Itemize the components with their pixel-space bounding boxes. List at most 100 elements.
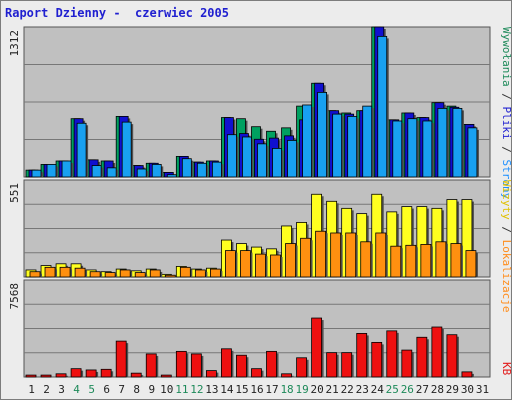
- x-tick-label: 8: [133, 383, 140, 396]
- bar-kb-day-21: [326, 352, 338, 378]
- bar-lokalizacje-day-28: [435, 241, 447, 278]
- bar-lokalizacje-day-4: [74, 267, 86, 278]
- y-max-label: 551: [8, 183, 21, 203]
- bar-kb-day-18: [281, 373, 292, 378]
- bar-lokalizacje-day-29: [450, 243, 462, 278]
- x-tick-label: 28: [431, 383, 444, 396]
- x-tick-label: 13: [205, 383, 218, 396]
- bar-strony-day-11: [181, 158, 192, 178]
- x-tick-label: 30: [461, 383, 474, 396]
- right-legend-2: Wizyty / Lokalizacje: [500, 180, 512, 312]
- legend-segment: Wywołania: [500, 27, 512, 87]
- x-tick-label: 5: [88, 383, 95, 396]
- bar-strony-day-25: [392, 120, 403, 178]
- bar-lokalizacje-day-7: [119, 269, 131, 278]
- bar-lokalizacje-day-24: [375, 232, 387, 278]
- bar-kb-day-15: [236, 354, 247, 378]
- bar-strony-day-15: [242, 136, 252, 178]
- bar-lokalizacje-day-16: [255, 253, 266, 278]
- bar-lokalizacje-day-3: [59, 266, 71, 278]
- bar-kb-day-5: [85, 369, 97, 378]
- bar-strony-day-13: [211, 161, 222, 178]
- bar-strony-day-5: [91, 165, 102, 178]
- bar-kb-day-2: [40, 374, 52, 378]
- bar-kb-day-12: [190, 353, 202, 378]
- bar-kb-day-16: [251, 368, 262, 378]
- bar-kb-day-20: [311, 317, 323, 378]
- bar-strony-day-7: [121, 121, 132, 178]
- bar-kb-day-9: [145, 353, 157, 378]
- bar-lokalizacje-day-17: [270, 254, 281, 278]
- x-tick-label: 14: [220, 383, 234, 396]
- bar-lokalizacje-day-2: [44, 266, 56, 278]
- bar-strony-day-21: [332, 113, 343, 178]
- x-tick-label: 11: [175, 383, 188, 396]
- x-tick-label: 22: [341, 383, 354, 396]
- bar-kb-day-25: [386, 330, 398, 378]
- bar-kb-day-28: [431, 326, 443, 378]
- bar-lokalizacje-day-14: [225, 250, 236, 278]
- bar-kb-day-17: [266, 350, 277, 378]
- bar-lokalizacje-day-15: [240, 250, 251, 278]
- bar-strony-day-2: [46, 164, 57, 178]
- bar-lokalizacje-day-23: [360, 241, 372, 278]
- bar-lokalizacje-day-9: [149, 269, 161, 278]
- bar-strony-day-26: [407, 118, 418, 178]
- x-tick-label: 16: [250, 383, 263, 396]
- bar-strony-day-23: [362, 105, 373, 178]
- bar-strony-day-1: [31, 169, 42, 178]
- x-tick-label: 27: [416, 383, 429, 396]
- bar-strony-day-12: [196, 162, 207, 178]
- legend-segment: Pliki: [500, 106, 512, 139]
- bar-lokalizacje-day-30: [465, 250, 477, 278]
- bar-strony-day-10: [166, 174, 177, 178]
- bar-strony-day-27: [422, 120, 433, 178]
- bar-lokalizacje-day-25: [390, 245, 402, 278]
- bar-strony-day-4: [76, 122, 87, 178]
- x-tick-label: 2: [43, 383, 50, 396]
- bar-lokalizacje-day-5: [89, 271, 101, 278]
- legend-segment: Strony: [500, 159, 512, 199]
- bar-lokalizacje-day-10: [164, 274, 176, 278]
- bar-kb-day-29: [446, 334, 458, 378]
- x-tick-label: 24: [371, 383, 385, 396]
- legend-segment: /: [500, 220, 512, 240]
- x-tick-label: 31: [476, 383, 489, 396]
- bar-kb-day-6: [100, 368, 112, 378]
- bar-strony-day-3: [61, 160, 72, 178]
- bar-lokalizacje-day-26: [405, 244, 417, 278]
- x-tick-label: 15: [235, 383, 248, 396]
- legend-segment: /: [500, 87, 512, 107]
- bar-kb-day-14: [221, 348, 232, 378]
- bar-lokalizacje-day-21: [330, 232, 342, 278]
- y-max-label: 1312: [8, 30, 21, 57]
- bar-kb-day-7: [115, 340, 127, 378]
- x-tick-label: 3: [58, 383, 65, 396]
- x-tick-label: 23: [356, 383, 369, 396]
- bar-strony-day-22: [347, 116, 358, 178]
- bar-kb-day-1: [25, 374, 37, 378]
- bar-kb-day-8: [130, 372, 142, 378]
- bar-lokalizacje-day-11: [179, 266, 191, 278]
- bar-strony-day-16: [257, 143, 267, 178]
- legend-segment: KB: [500, 362, 512, 376]
- x-tick-label: 26: [401, 383, 414, 396]
- x-tick-label: 25: [386, 383, 399, 396]
- bar-kb-day-13: [205, 370, 217, 378]
- legend-segment: Lokalizacje: [500, 240, 512, 313]
- x-tick-label: 29: [446, 383, 459, 396]
- x-tick-label: 17: [265, 383, 278, 396]
- bar-strony-day-8: [136, 168, 147, 178]
- bar-kb-day-24: [371, 341, 383, 378]
- bar-strony-day-9: [151, 164, 162, 178]
- legend-segment: Wizyty: [500, 180, 512, 220]
- bar-strony-day-24: [377, 35, 388, 178]
- bar-lokalizacje-day-6: [104, 272, 116, 278]
- bar-lokalizacje-day-20: [315, 230, 327, 278]
- right-legend-3: KB: [500, 362, 512, 376]
- bar-strony-day-29: [452, 108, 463, 178]
- page-title: Raport Dzienny - czerwiec 2005: [5, 6, 229, 20]
- bar-strony-day-19: [302, 104, 312, 178]
- bar-kb-day-27: [416, 336, 428, 378]
- bar-kb-day-22: [341, 352, 353, 378]
